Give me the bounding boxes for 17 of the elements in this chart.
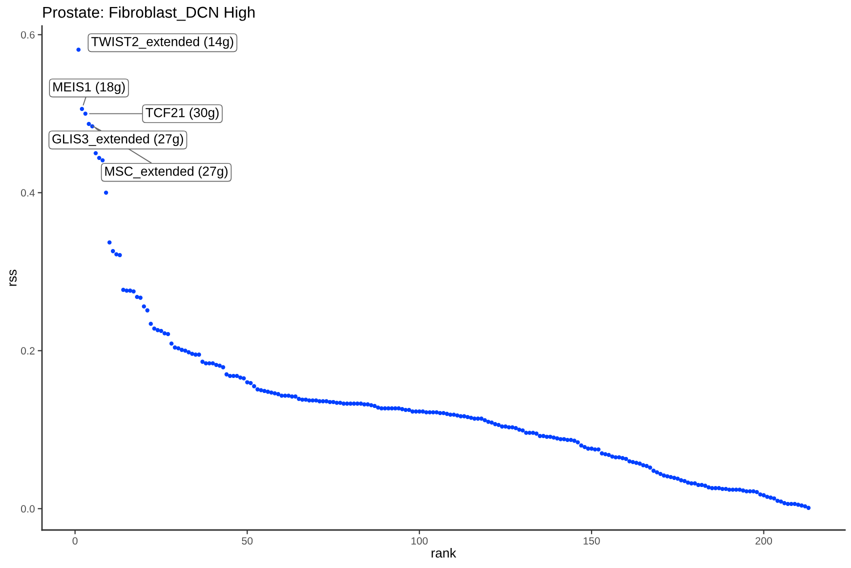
x-tick-label: 0 <box>72 537 78 545</box>
x-axis-title: rank <box>432 548 456 558</box>
annotation: MSC_extended (27g) <box>105 166 228 178</box>
x-tick-label: 150 <box>584 537 600 545</box>
annotation: TCF21 (30g) <box>146 108 219 120</box>
annotation: MEIS1 (18g) <box>53 82 125 94</box>
annotation: GLIS3_extended (27g) <box>52 134 184 146</box>
x-tick-label: 200 <box>756 537 772 545</box>
y-tick-label: 0.4 <box>20 189 35 197</box>
x-tick-label: 50 <box>242 537 253 545</box>
y-tick-label: 0.2 <box>20 347 35 355</box>
y-tick-label: 0.6 <box>20 31 35 39</box>
chart-title: Prostate: Fibroblast_DCN High <box>43 6 255 21</box>
y-axis-title: rss <box>9 270 17 286</box>
x-tick-label: 100 <box>412 537 428 545</box>
y-tick-label: 0.0 <box>20 505 35 513</box>
annotation: TWIST2_extended (14g) <box>91 36 234 49</box>
